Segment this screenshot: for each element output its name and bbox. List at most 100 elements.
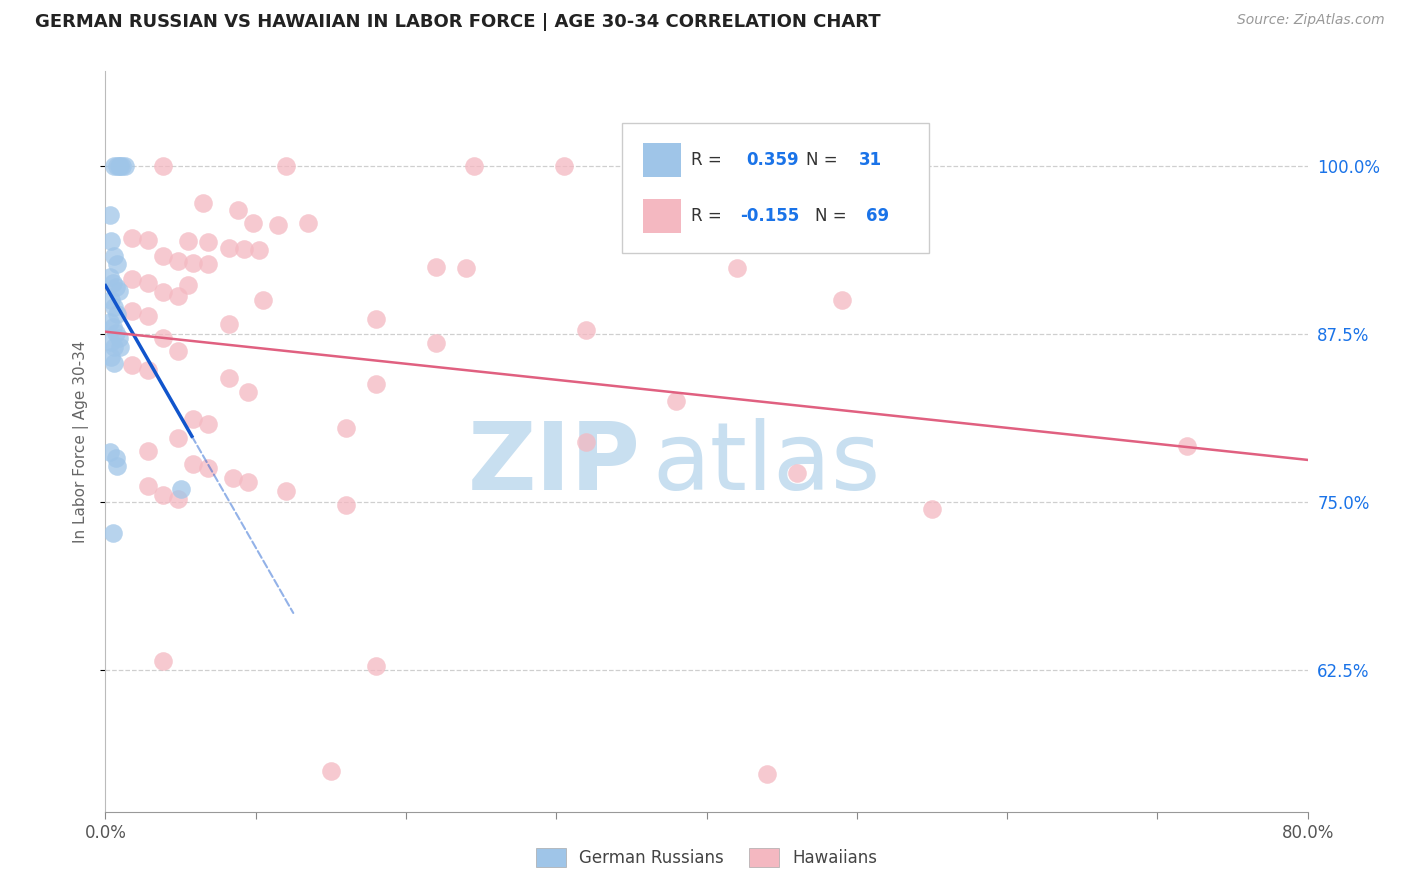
Point bbox=[108, 331, 131, 345]
Point bbox=[218, 241, 240, 255]
Point bbox=[100, 334, 122, 349]
Bar bbox=[643, 143, 682, 177]
Text: atlas: atlas bbox=[652, 417, 880, 509]
Point bbox=[108, 159, 131, 173]
Point bbox=[101, 276, 124, 290]
Point bbox=[152, 488, 174, 502]
Text: Source: ZipAtlas.com: Source: ZipAtlas.com bbox=[1237, 13, 1385, 28]
Point bbox=[166, 430, 188, 444]
Point bbox=[181, 458, 204, 472]
Text: R =: R = bbox=[690, 151, 727, 169]
Point bbox=[232, 242, 254, 256]
Point bbox=[191, 196, 214, 211]
Point bbox=[103, 356, 125, 370]
Point bbox=[98, 208, 121, 222]
Text: 0.359: 0.359 bbox=[747, 151, 799, 169]
Point bbox=[110, 340, 132, 354]
Point bbox=[103, 300, 125, 314]
Point bbox=[100, 350, 122, 364]
Point bbox=[152, 285, 174, 299]
Point bbox=[786, 466, 808, 480]
Point bbox=[218, 318, 240, 332]
Text: GERMAN RUSSIAN VS HAWAIIAN IN LABOR FORCE | AGE 30-34 CORRELATION CHART: GERMAN RUSSIAN VS HAWAIIAN IN LABOR FORC… bbox=[35, 13, 880, 31]
Point bbox=[104, 326, 127, 340]
Point bbox=[100, 234, 122, 248]
Point bbox=[121, 304, 143, 318]
Point bbox=[114, 159, 136, 173]
Point bbox=[575, 323, 598, 337]
Legend: German Russians, Hawaiians: German Russians, Hawaiians bbox=[529, 842, 884, 874]
Point bbox=[121, 231, 143, 245]
Point bbox=[553, 159, 575, 173]
Point bbox=[101, 526, 124, 541]
Point bbox=[1175, 439, 1198, 453]
Point bbox=[650, 217, 672, 231]
Point bbox=[226, 202, 249, 217]
Point bbox=[297, 217, 319, 231]
Point bbox=[136, 479, 159, 493]
Point bbox=[665, 394, 688, 409]
Point bbox=[152, 654, 174, 668]
Text: ZIP: ZIP bbox=[468, 417, 640, 509]
Point bbox=[425, 260, 447, 274]
Point bbox=[319, 764, 342, 779]
Point bbox=[121, 271, 143, 285]
Point bbox=[166, 289, 188, 303]
Point bbox=[181, 255, 204, 269]
Point bbox=[98, 445, 121, 459]
Point bbox=[364, 312, 387, 326]
Point bbox=[103, 159, 125, 173]
Point bbox=[238, 384, 260, 399]
Point bbox=[98, 315, 121, 329]
Point bbox=[166, 492, 188, 507]
Point bbox=[463, 159, 485, 173]
Point bbox=[197, 461, 219, 475]
Point bbox=[152, 331, 174, 345]
Text: N =: N = bbox=[814, 207, 852, 225]
Point bbox=[152, 249, 174, 263]
Point bbox=[274, 484, 297, 499]
Point bbox=[136, 233, 159, 247]
Text: 69: 69 bbox=[866, 207, 890, 225]
Point bbox=[104, 279, 127, 293]
Point bbox=[252, 293, 274, 308]
Point bbox=[177, 234, 200, 248]
Point bbox=[107, 257, 129, 271]
Point bbox=[152, 159, 174, 173]
Point bbox=[108, 284, 131, 298]
Bar bbox=[643, 199, 682, 233]
Text: R =: R = bbox=[690, 207, 727, 225]
Point bbox=[136, 276, 159, 290]
Point bbox=[166, 254, 188, 268]
Point bbox=[107, 159, 129, 173]
Point bbox=[247, 244, 270, 258]
Point bbox=[107, 458, 129, 473]
Point bbox=[575, 434, 598, 449]
Point bbox=[121, 358, 143, 372]
Point bbox=[274, 159, 297, 173]
Point bbox=[110, 159, 132, 173]
Point bbox=[921, 501, 943, 516]
Point bbox=[111, 159, 134, 173]
Point bbox=[136, 310, 159, 324]
Point bbox=[454, 260, 477, 275]
Point bbox=[104, 450, 127, 465]
Text: N =: N = bbox=[806, 151, 844, 169]
Point bbox=[242, 217, 264, 231]
Point bbox=[169, 482, 191, 496]
Point bbox=[101, 320, 124, 334]
Point bbox=[831, 293, 853, 308]
FancyBboxPatch shape bbox=[623, 123, 929, 252]
Point bbox=[103, 249, 125, 263]
Point bbox=[335, 498, 357, 512]
Text: -0.155: -0.155 bbox=[740, 207, 800, 225]
Point bbox=[238, 475, 260, 489]
Point bbox=[197, 235, 219, 250]
Point bbox=[425, 336, 447, 351]
Point bbox=[725, 260, 748, 275]
Y-axis label: In Labor Force | Age 30-34: In Labor Force | Age 30-34 bbox=[73, 340, 90, 543]
Point bbox=[107, 307, 129, 321]
Point bbox=[177, 278, 200, 293]
Point bbox=[197, 257, 219, 271]
Point bbox=[364, 376, 387, 391]
